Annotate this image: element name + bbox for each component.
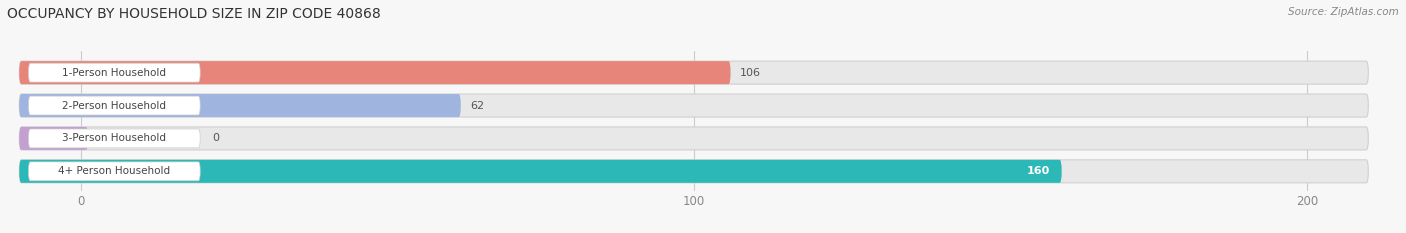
FancyBboxPatch shape <box>28 162 200 181</box>
Text: 106: 106 <box>740 68 761 78</box>
Text: 3-Person Household: 3-Person Household <box>62 134 166 144</box>
FancyBboxPatch shape <box>20 61 731 84</box>
FancyBboxPatch shape <box>20 127 89 150</box>
FancyBboxPatch shape <box>20 127 1368 150</box>
FancyBboxPatch shape <box>20 94 461 117</box>
Text: Source: ZipAtlas.com: Source: ZipAtlas.com <box>1288 7 1399 17</box>
Text: 62: 62 <box>470 100 484 110</box>
Text: 0: 0 <box>212 134 219 144</box>
Text: 2-Person Household: 2-Person Household <box>62 100 166 110</box>
FancyBboxPatch shape <box>20 61 1368 84</box>
FancyBboxPatch shape <box>20 94 1368 117</box>
FancyBboxPatch shape <box>28 96 200 115</box>
FancyBboxPatch shape <box>20 160 1368 183</box>
FancyBboxPatch shape <box>28 63 200 82</box>
FancyBboxPatch shape <box>20 160 1062 183</box>
Text: 160: 160 <box>1026 166 1049 176</box>
Text: 1-Person Household: 1-Person Household <box>62 68 166 78</box>
Text: OCCUPANCY BY HOUSEHOLD SIZE IN ZIP CODE 40868: OCCUPANCY BY HOUSEHOLD SIZE IN ZIP CODE … <box>7 7 381 21</box>
Text: 4+ Person Household: 4+ Person Household <box>58 166 170 176</box>
FancyBboxPatch shape <box>28 129 200 148</box>
